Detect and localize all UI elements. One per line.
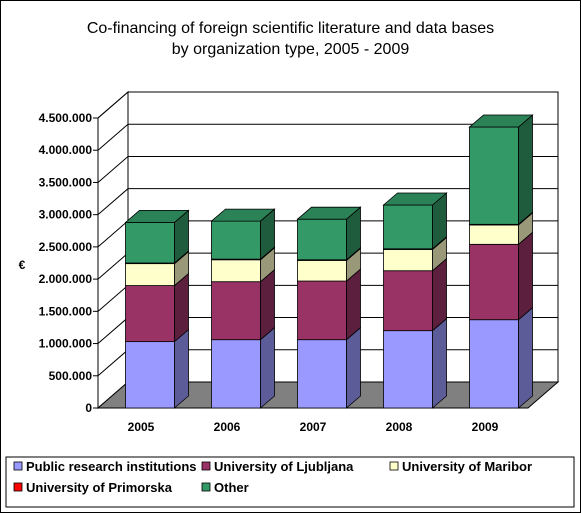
y-tick-label: 1.500.000 (39, 304, 93, 318)
legend-swatch (389, 461, 399, 471)
bar-top (382, 192, 448, 206)
y-tick-label: 500.000 (49, 369, 93, 383)
bar-segment-side (432, 317, 447, 409)
legend-swatch (13, 482, 23, 492)
chart-title-line-1: Co-financing of foreign scientific liter… (86, 20, 495, 37)
bar-segment (125, 285, 175, 343)
bar-segment-side (174, 328, 189, 409)
bar-segment (211, 281, 261, 341)
bar-segment (125, 221, 175, 264)
y-tick-label: 3.000.000 (39, 208, 93, 222)
bar-top (210, 208, 276, 222)
y-axis-label: € (19, 258, 26, 272)
bar-stack-2006 (210, 208, 276, 409)
bar-segment (383, 270, 433, 332)
legend-label: University of Primorska (26, 480, 173, 495)
legend-label: University of Ljubljana (214, 459, 354, 474)
bar-segment (297, 339, 347, 409)
bar-segment (211, 259, 261, 283)
bar-top (124, 209, 190, 223)
bar-segment-side (346, 326, 361, 409)
legend-swatch (13, 461, 23, 471)
x-tick-label: 2006 (214, 420, 241, 434)
bar-top (296, 206, 362, 220)
legend-label: Other (214, 480, 249, 495)
y-tick-label: 3.500.000 (39, 175, 93, 189)
y-tick-label: 0 (85, 401, 92, 415)
chart-title-line-2: by organization type, 2005 - 2009 (171, 41, 410, 58)
bar-segment (211, 220, 261, 260)
gridline (97, 91, 558, 119)
bar-segment (383, 330, 433, 409)
bar-top (468, 114, 534, 128)
bar-stack-2008 (382, 192, 448, 409)
x-tick-label: 2005 (128, 420, 155, 434)
gridline (97, 123, 558, 151)
bar-segment-side (518, 306, 533, 409)
x-tick-label: 2008 (386, 420, 413, 434)
legend-swatch (201, 461, 211, 471)
bar-segment (383, 249, 433, 272)
gridline (97, 155, 558, 183)
gridline (97, 188, 558, 216)
legend-label: Public research institutions (26, 459, 197, 474)
bar-segment (125, 263, 175, 286)
y-tick-label: 2.500.000 (39, 240, 93, 254)
bar-segment-side (518, 114, 533, 226)
bar-stack-2005 (124, 209, 190, 409)
side-wall (97, 90, 129, 410)
y-tick-label: 4.500.000 (39, 111, 93, 125)
legend-label: University of Maribor (402, 459, 532, 474)
bar-segment (211, 339, 261, 409)
bar-stack-2009 (468, 114, 534, 409)
x-tick-label: 2009 (472, 420, 499, 434)
bar-stack-2007 (296, 206, 362, 409)
bar-segment (297, 218, 347, 261)
bar-segment (297, 260, 347, 282)
y-tick-label: 1.000.000 (39, 337, 93, 351)
bar-segment-side (432, 257, 447, 332)
bar-segment-side (518, 231, 533, 321)
y-tick-label: 4.000.000 (39, 143, 93, 157)
bar-segment (469, 319, 519, 409)
bar-segment (383, 204, 433, 250)
legend-box (5, 456, 575, 508)
bar-segment (469, 224, 519, 245)
x-tick-label: 2007 (300, 420, 327, 434)
bar-segment (297, 280, 347, 341)
bar-segment (469, 126, 519, 225)
bar-segment-side (260, 326, 275, 409)
y-tick-label: 2.000.000 (39, 272, 93, 286)
legend: Public research institutions University o… (5, 456, 575, 508)
legend-swatch (201, 482, 211, 492)
bar-segment (125, 341, 175, 409)
bar-segment (469, 243, 519, 321)
